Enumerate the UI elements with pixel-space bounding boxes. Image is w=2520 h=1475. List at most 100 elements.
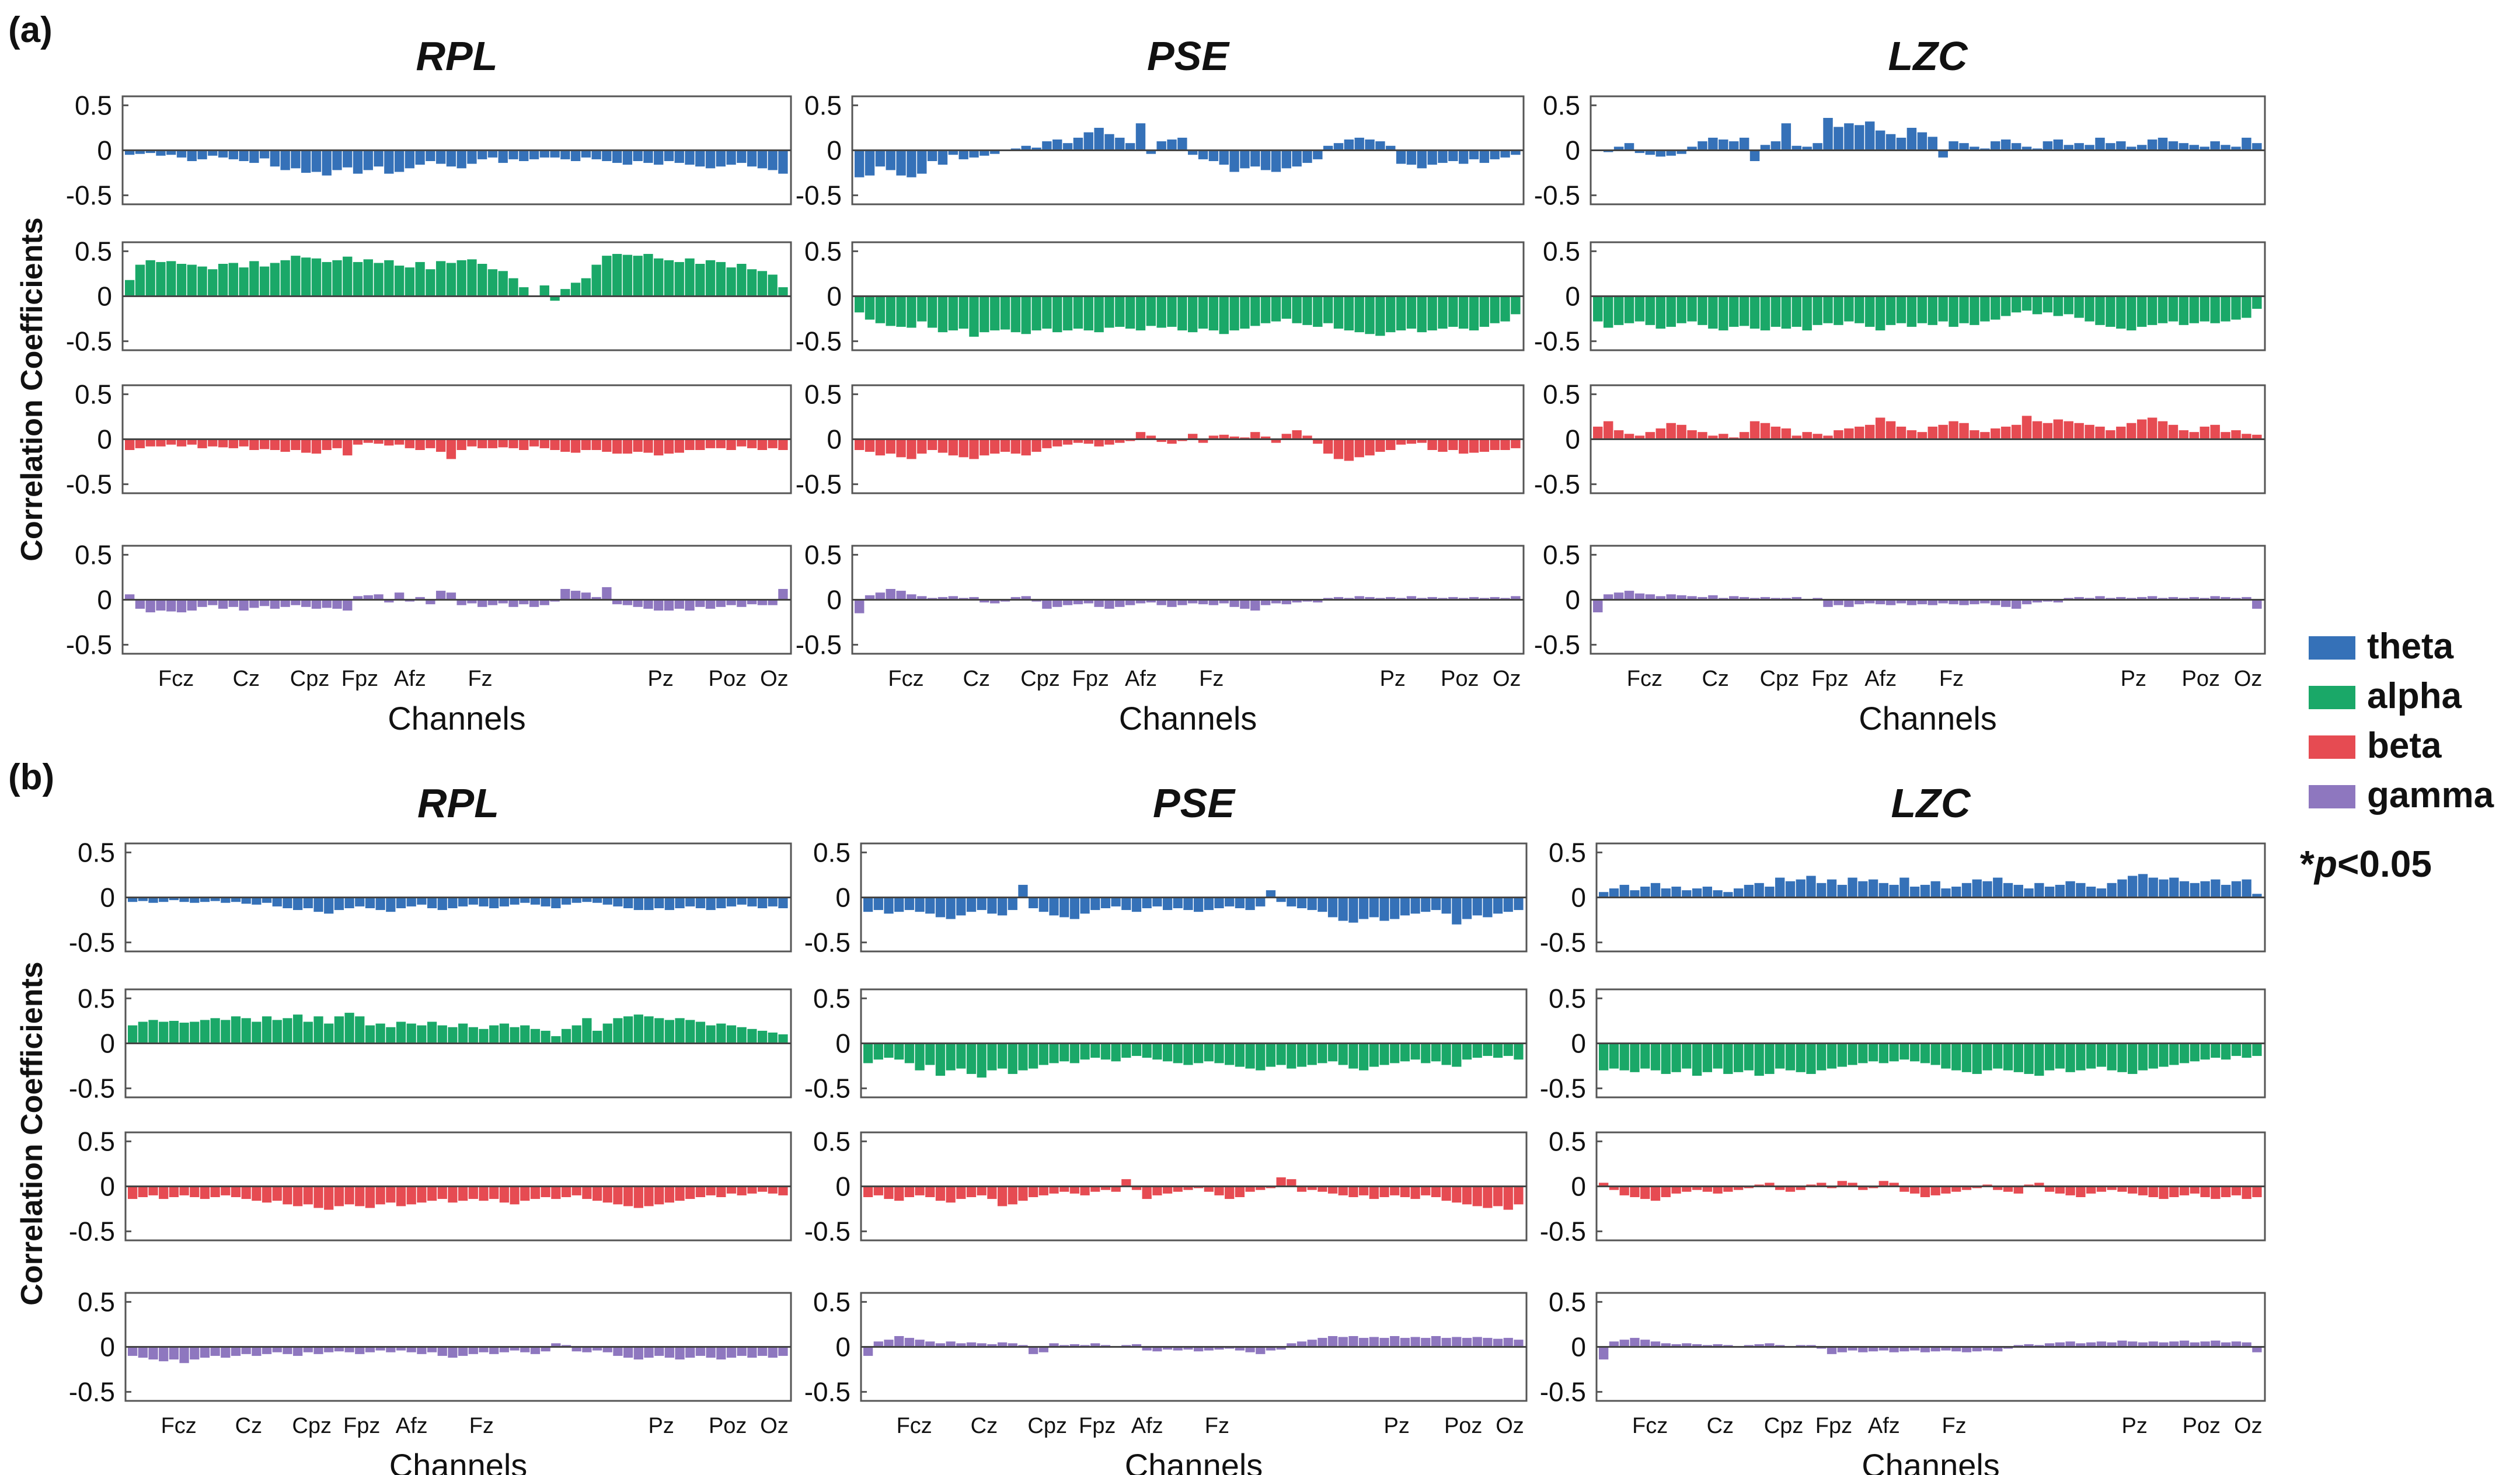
bar xyxy=(479,1186,489,1201)
bar xyxy=(386,897,396,912)
bar xyxy=(541,897,550,906)
bar xyxy=(1744,884,1754,898)
bar xyxy=(1386,296,1396,333)
bar xyxy=(2076,883,2086,898)
y-tick-label: 0.5 xyxy=(804,379,842,409)
bar xyxy=(706,897,716,911)
bar xyxy=(1511,296,1521,315)
bar xyxy=(1115,599,1125,607)
y-tick-label: -0.5 xyxy=(796,180,842,211)
y-tick-label: 0.5 xyxy=(1543,236,1580,266)
bar xyxy=(561,897,571,905)
bar xyxy=(2085,296,2094,322)
bar xyxy=(1941,1186,1951,1194)
bar xyxy=(1042,599,1052,609)
bar xyxy=(747,269,757,297)
bar xyxy=(530,1347,541,1354)
bar xyxy=(1514,1340,1524,1347)
bar xyxy=(128,1186,138,1199)
bar xyxy=(716,897,726,908)
bar xyxy=(925,1186,935,1197)
bar xyxy=(1296,1341,1307,1347)
bar xyxy=(125,594,135,600)
bar xyxy=(726,1347,737,1358)
bar xyxy=(280,599,290,607)
bar xyxy=(508,599,518,607)
bar xyxy=(169,1020,179,1044)
bar xyxy=(1131,1043,1142,1056)
bar xyxy=(1961,883,1972,898)
bar xyxy=(218,150,228,158)
bar xyxy=(1698,597,1707,600)
bar xyxy=(987,897,997,914)
bar xyxy=(1292,150,1302,167)
bar xyxy=(2074,597,2084,600)
bar xyxy=(592,1186,602,1201)
bar xyxy=(272,897,282,906)
y-tick-label: 0 xyxy=(97,424,112,455)
bar xyxy=(1177,439,1187,441)
bar xyxy=(2169,1341,2179,1347)
bar xyxy=(581,150,591,158)
bar xyxy=(551,1343,561,1347)
bar xyxy=(1375,141,1385,151)
y-tick-label: -0.5 xyxy=(1540,927,1586,958)
bar xyxy=(519,287,529,297)
bar xyxy=(1640,1043,1650,1069)
bar xyxy=(654,599,664,611)
bar xyxy=(1609,1186,1619,1190)
bar xyxy=(467,259,477,297)
bar xyxy=(1906,599,1917,605)
bar xyxy=(977,1343,987,1347)
bar xyxy=(363,439,373,443)
bar xyxy=(1599,1347,1609,1360)
bar xyxy=(1421,897,1431,912)
bar xyxy=(2200,598,2209,600)
bar xyxy=(262,1016,272,1044)
bar xyxy=(1080,897,1090,914)
bar xyxy=(875,150,886,167)
bar xyxy=(622,150,633,165)
bar xyxy=(187,264,197,297)
bar xyxy=(1723,1186,1733,1192)
bar xyxy=(1479,150,1490,163)
x-tick-label: Poz xyxy=(2182,667,2220,691)
bar xyxy=(570,439,581,453)
bar xyxy=(332,150,342,170)
bar xyxy=(2242,434,2251,440)
bar xyxy=(980,296,989,333)
bar xyxy=(966,1043,977,1074)
bar xyxy=(1000,599,1010,602)
bar xyxy=(907,150,916,177)
bar xyxy=(1713,1344,1723,1347)
bar xyxy=(2055,884,2065,898)
y-tick-label: 0.5 xyxy=(75,379,112,409)
bar xyxy=(917,596,927,600)
bar xyxy=(989,439,1000,454)
bar xyxy=(1765,1043,1775,1074)
bar xyxy=(2107,1186,2117,1190)
bar xyxy=(1613,296,1624,325)
bar xyxy=(1448,150,1458,161)
bar xyxy=(427,897,437,908)
bar xyxy=(1029,1043,1038,1069)
bar xyxy=(623,1186,633,1206)
bar xyxy=(1692,888,1702,898)
bar xyxy=(231,1186,241,1197)
bar xyxy=(1142,1186,1152,1199)
bar xyxy=(498,439,508,448)
bar xyxy=(437,897,447,911)
bar xyxy=(2055,1342,2065,1347)
bar xyxy=(467,599,477,604)
bar xyxy=(1396,150,1406,164)
bar xyxy=(2147,417,2157,440)
bar xyxy=(1344,439,1354,461)
bar xyxy=(863,897,873,912)
bar xyxy=(291,256,301,297)
bar xyxy=(1327,1186,1338,1194)
bar xyxy=(1655,150,1666,157)
bar xyxy=(894,897,904,912)
bar xyxy=(1441,1338,1451,1347)
bar xyxy=(1500,150,1510,158)
y-tick-label: 0 xyxy=(1571,1171,1586,1202)
